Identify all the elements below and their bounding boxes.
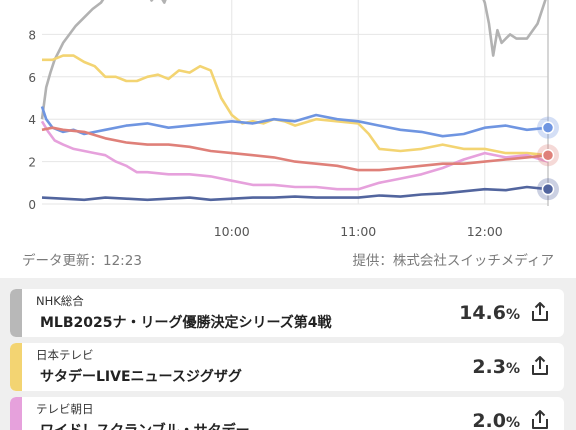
series-line: [40, 106, 549, 138]
channel-card-tvasahi[interactable]: テレビ朝日 ワイド！スクランブル・サタデー 2.0 %: [10, 397, 564, 430]
series-end-marker: [541, 121, 555, 134]
share-icon[interactable]: [528, 354, 552, 378]
program-title: MLB2025ナ・リーグ優勝決定シリーズ第4戦: [40, 315, 332, 331]
rating-value: 2.0: [472, 410, 506, 430]
series-line: [41, 126, 549, 172]
ratings-line-chart: 0 2 4 6 8 10:00 11:00 12:00: [28, 0, 559, 239]
x-tick-label: 10:00: [214, 224, 250, 239]
y-tick-label: 0: [28, 198, 36, 212]
series-line: [42, 54, 549, 157]
data-updated-label: データ更新：12:23: [22, 253, 142, 269]
percent-unit: %: [505, 415, 520, 430]
series-line: [40, 120, 549, 191]
channel-color-bar: [10, 289, 22, 337]
series-line: [41, 185, 549, 202]
y-tick-label: 2: [28, 156, 36, 170]
program-title: サタデーLIVEニュースジグザグ: [40, 369, 242, 385]
chart-meta: データ更新：12:23 提供：株式会社スイッチメディア: [0, 249, 576, 269]
y-tick-label: 4: [28, 113, 36, 127]
channel-card-ntv[interactable]: 日本テレビ サタデーLIVEニュースジグザグ 2.3 %: [10, 343, 564, 391]
percent-unit: %: [505, 307, 520, 323]
channel-name: テレビ朝日: [36, 402, 94, 416]
rating-value: 14.6: [459, 302, 506, 324]
y-tick-label: 6: [28, 71, 36, 85]
share-icon[interactable]: [528, 408, 552, 430]
y-tick-label: 8: [28, 28, 36, 42]
channel-list: NHK総合 MLB2025ナ・リーグ優勝決定シリーズ第4戦 14.6 % 日本テ…: [0, 278, 576, 430]
data-provider-label: 提供：株式会社スイッチメディア: [352, 253, 554, 269]
series-end-marker: [541, 148, 555, 162]
channel-name: NHK総合: [36, 294, 84, 308]
channel-card-nhk[interactable]: NHK総合 MLB2025ナ・リーグ優勝決定シリーズ第4戦 14.6 %: [10, 289, 564, 337]
channel-color-bar: [10, 343, 22, 391]
channel-color-bar: [10, 397, 22, 430]
channel-name: 日本テレビ: [36, 348, 94, 362]
program-title: ワイド！スクランブル・サタデー: [40, 420, 250, 430]
series-end-marker: [541, 182, 555, 196]
rating-value: 2.3: [472, 356, 506, 378]
percent-unit: %: [505, 361, 520, 377]
x-tick-label: 12:00: [467, 224, 503, 239]
share-icon[interactable]: [528, 300, 552, 324]
x-tick-label: 11:00: [340, 224, 376, 239]
series-line: [40, 0, 547, 120]
